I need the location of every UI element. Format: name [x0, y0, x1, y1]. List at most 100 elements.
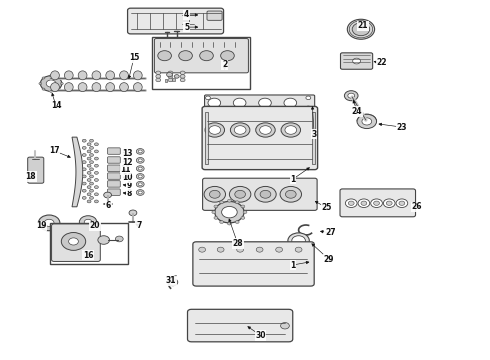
Circle shape: [82, 154, 86, 157]
Text: 23: 23: [396, 123, 407, 132]
Circle shape: [255, 186, 276, 202]
Text: 14: 14: [50, 101, 61, 110]
Circle shape: [205, 123, 224, 137]
FancyBboxPatch shape: [340, 189, 416, 217]
Text: 29: 29: [323, 255, 334, 264]
Circle shape: [82, 197, 86, 199]
FancyBboxPatch shape: [154, 39, 248, 73]
Circle shape: [227, 199, 231, 202]
Circle shape: [220, 201, 223, 204]
Circle shape: [243, 211, 247, 213]
Circle shape: [208, 98, 220, 108]
Circle shape: [95, 179, 98, 181]
Circle shape: [399, 201, 405, 205]
Circle shape: [82, 168, 86, 171]
Circle shape: [129, 210, 137, 216]
Text: 31: 31: [166, 276, 176, 285]
Circle shape: [82, 189, 86, 192]
Circle shape: [136, 181, 144, 187]
Circle shape: [39, 82, 42, 85]
Circle shape: [214, 205, 218, 208]
Circle shape: [90, 182, 94, 185]
Circle shape: [69, 238, 78, 245]
Text: 27: 27: [325, 228, 336, 237]
Circle shape: [259, 98, 271, 108]
Circle shape: [168, 71, 173, 75]
Circle shape: [49, 75, 52, 77]
Circle shape: [156, 78, 161, 82]
Circle shape: [235, 221, 239, 224]
Circle shape: [180, 78, 185, 82]
Ellipse shape: [64, 83, 73, 91]
Circle shape: [90, 168, 94, 171]
Circle shape: [357, 114, 376, 129]
Circle shape: [95, 157, 98, 160]
Circle shape: [204, 186, 225, 202]
Polygon shape: [312, 112, 315, 164]
Ellipse shape: [120, 71, 128, 80]
Circle shape: [174, 75, 179, 78]
Text: 4: 4: [184, 10, 189, 19]
Circle shape: [40, 76, 62, 91]
Circle shape: [46, 80, 56, 87]
FancyBboxPatch shape: [188, 309, 293, 342]
Circle shape: [87, 179, 91, 181]
Circle shape: [295, 247, 302, 252]
Circle shape: [82, 161, 86, 163]
Circle shape: [87, 157, 91, 160]
Circle shape: [44, 219, 54, 226]
Circle shape: [235, 201, 239, 204]
Circle shape: [90, 175, 94, 178]
Ellipse shape: [120, 83, 128, 91]
Circle shape: [233, 98, 246, 108]
Circle shape: [82, 182, 86, 185]
FancyBboxPatch shape: [193, 242, 314, 286]
Text: 13: 13: [122, 149, 132, 158]
Bar: [50, 223, 128, 264]
FancyBboxPatch shape: [202, 107, 318, 170]
Circle shape: [79, 216, 97, 229]
FancyBboxPatch shape: [28, 157, 44, 183]
Circle shape: [281, 123, 300, 137]
Circle shape: [221, 206, 237, 218]
Ellipse shape: [92, 83, 101, 91]
Circle shape: [374, 201, 379, 205]
Circle shape: [87, 150, 91, 153]
Text: 26: 26: [411, 202, 422, 211]
FancyBboxPatch shape: [204, 95, 315, 111]
Circle shape: [220, 221, 223, 224]
Circle shape: [217, 247, 224, 252]
Circle shape: [95, 186, 98, 189]
Circle shape: [212, 211, 216, 213]
Circle shape: [136, 174, 144, 179]
Circle shape: [348, 201, 354, 205]
Circle shape: [95, 164, 98, 167]
Text: 1: 1: [290, 261, 295, 270]
Circle shape: [237, 247, 244, 252]
Circle shape: [61, 233, 86, 250]
Circle shape: [95, 200, 98, 203]
Circle shape: [138, 159, 142, 162]
Circle shape: [256, 123, 275, 137]
Circle shape: [260, 126, 271, 134]
Circle shape: [285, 126, 296, 134]
Circle shape: [38, 215, 60, 231]
Ellipse shape: [92, 71, 101, 80]
Text: 12: 12: [122, 158, 132, 167]
Text: 18: 18: [25, 172, 36, 181]
Circle shape: [348, 93, 355, 98]
Circle shape: [168, 75, 173, 78]
Circle shape: [57, 77, 60, 79]
Circle shape: [138, 191, 142, 194]
Circle shape: [220, 51, 234, 61]
Circle shape: [136, 149, 144, 154]
FancyBboxPatch shape: [202, 178, 317, 210]
Circle shape: [60, 82, 63, 85]
Circle shape: [353, 58, 361, 64]
Text: 11: 11: [121, 166, 131, 175]
Circle shape: [87, 200, 91, 203]
Circle shape: [168, 279, 178, 286]
Ellipse shape: [50, 83, 59, 91]
Circle shape: [57, 88, 60, 90]
Circle shape: [205, 106, 210, 110]
